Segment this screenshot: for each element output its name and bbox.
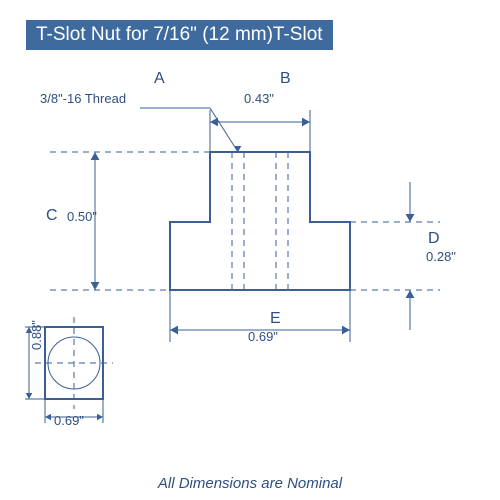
dim-value-B: 0.43" (244, 92, 274, 106)
title-bar: T-Slot Nut for 7/16" (12 mm)T-Slot (26, 20, 333, 50)
engineering-drawing (0, 62, 500, 462)
dim-letter-C: C (46, 207, 58, 225)
inset-height-label: 0.88" (30, 320, 44, 350)
diagram-area: A B C D E 3/8"-16 Thread 0.43" 0.50" 0.2… (0, 62, 500, 492)
dim-value-E: 0.69" (248, 330, 278, 344)
dim-value-D: 0.28" (426, 250, 456, 264)
dim-letter-B: B (280, 70, 291, 88)
title-text: T-Slot Nut for 7/16" (12 mm)T-Slot (36, 24, 323, 45)
dim-desc-A: 3/8"-16 Thread (40, 92, 126, 106)
dim-letter-D: D (428, 230, 440, 248)
dim-letter-A: A (154, 70, 165, 88)
footer-note: All Dimensions are Nominal (0, 475, 500, 492)
dim-value-C: 0.50" (67, 210, 97, 224)
inset-width-label: 0.69" (54, 414, 84, 428)
dim-letter-E: E (270, 310, 281, 328)
